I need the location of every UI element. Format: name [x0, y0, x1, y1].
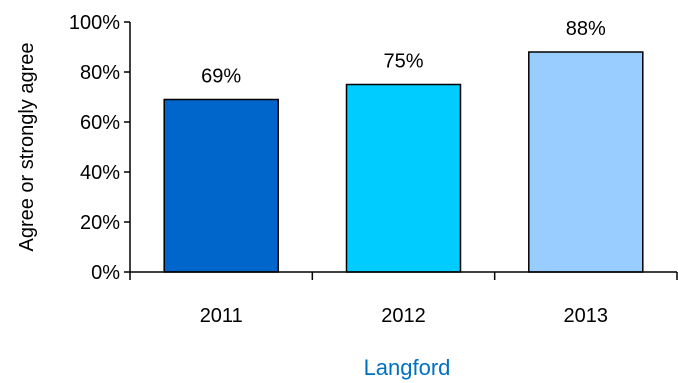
data-label-2011: 69% [201, 66, 241, 88]
bar-2013 [528, 51, 644, 273]
y-axis-title: Agree or strongly agree [16, 42, 38, 251]
data-label-2013: 88% [566, 18, 606, 40]
y-tick-label-40: 40% [80, 162, 120, 184]
bar-2012 [345, 83, 462, 273]
labels-layer: 69% 2011 75% 2012 88% 2013 0% 20% 40% 60% 80% 100% [69, 12, 608, 327]
bar-2011 [163, 98, 279, 273]
bars-layer [163, 51, 644, 273]
x-tick-label-2013: 2013 [564, 305, 609, 327]
y-tick-label-20: 20% [80, 212, 120, 234]
x-tick-label-2012: 2012 [381, 305, 426, 327]
y-tick-label-100: 100% [69, 12, 120, 34]
x-axis-group-label: Langford [364, 355, 451, 380]
data-label-2012: 75% [383, 51, 423, 73]
y-tick-label-0: 0% [91, 262, 120, 284]
y-tick-label-80: 80% [80, 62, 120, 84]
x-tick-label-2011: 2011 [200, 305, 243, 327]
y-tick-label-60: 60% [80, 112, 120, 134]
axes-layer [124, 21, 678, 280]
